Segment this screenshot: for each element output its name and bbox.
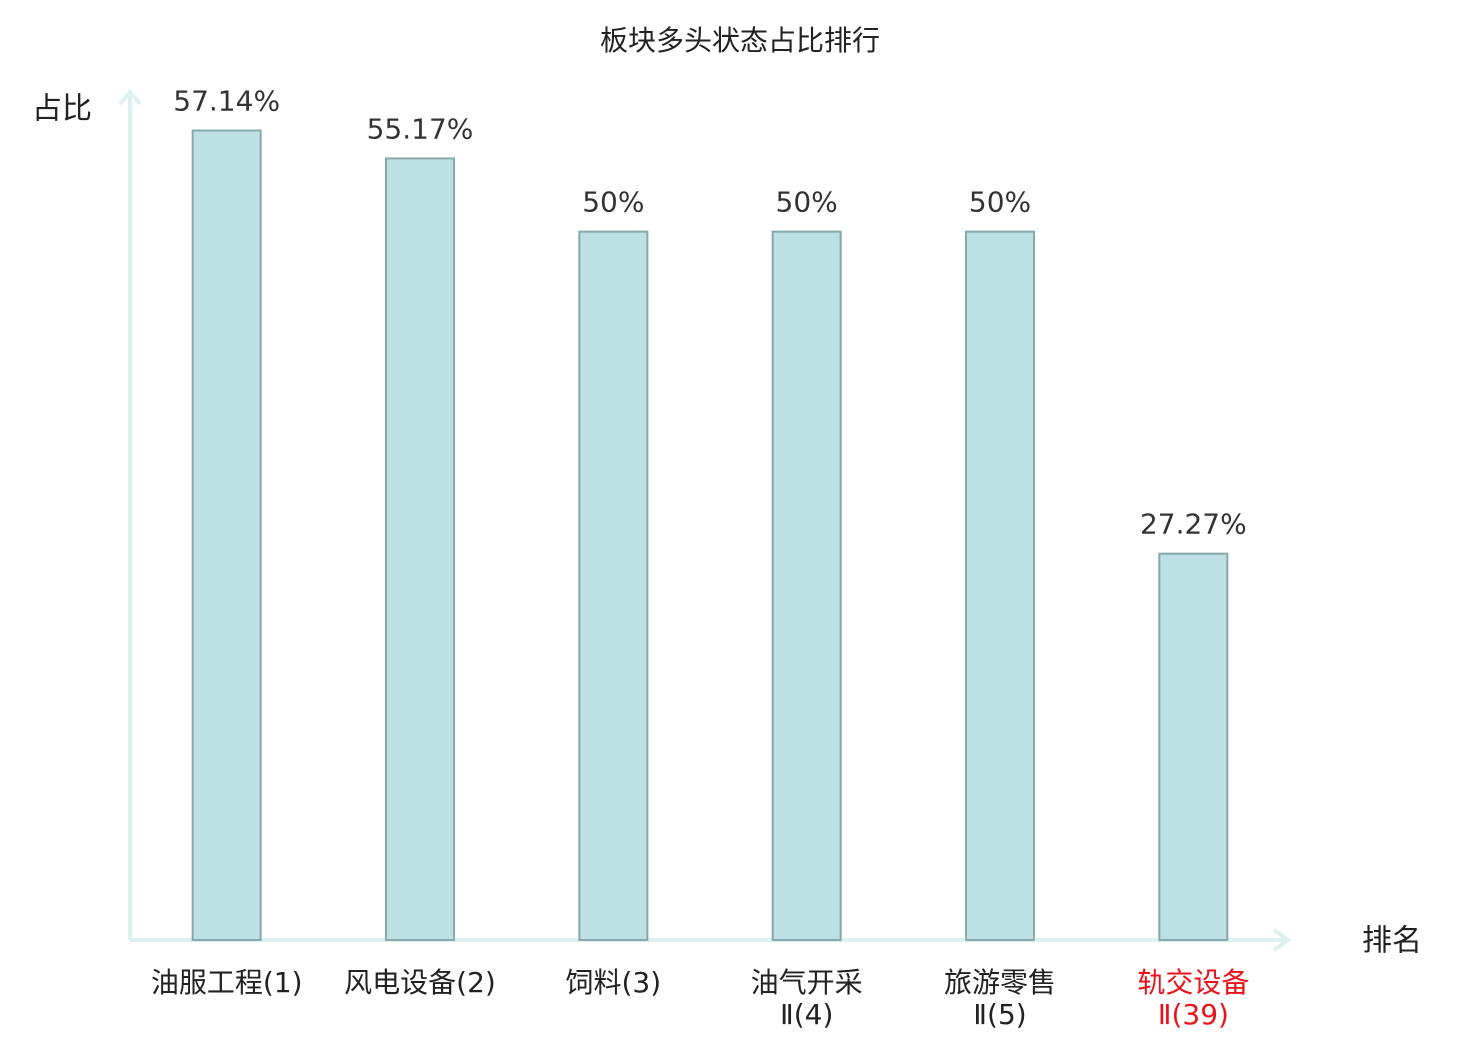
x-tick-label: 风电设备(2) — [344, 966, 496, 999]
bar — [1158, 552, 1229, 941]
x-tick-label: Ⅱ(4) — [780, 998, 833, 1031]
value-label: 50% — [776, 186, 838, 219]
bar — [385, 157, 455, 942]
bar — [578, 230, 649, 941]
x-tick-label: 油气开采 — [751, 966, 863, 999]
x-tick-label: 油服工程(1) — [151, 966, 303, 999]
x-tick-label: Ⅱ(39) — [1158, 998, 1229, 1031]
value-label: 57.14% — [173, 85, 280, 118]
x-axis-label: 排名 — [1362, 924, 1422, 959]
x-tick-label: 轨交设备 — [1137, 966, 1249, 999]
x-axis-arrow — [1272, 928, 1292, 952]
value-label: 55.17% — [367, 112, 474, 145]
bar — [965, 230, 1035, 941]
x-tick-label: 旅游零售 — [944, 966, 1056, 999]
axes — [118, 88, 1292, 952]
bar — [191, 129, 262, 941]
x-tick-label: 饲料(3) — [565, 966, 661, 999]
value-label: 50% — [969, 186, 1031, 219]
value-label: 50% — [582, 186, 644, 219]
chart-title: 板块多头状态占比排行 — [600, 24, 880, 57]
y-axis-label: 占比 — [32, 92, 92, 127]
y-axis-arrow — [118, 88, 142, 106]
value-label: 27.27% — [1140, 508, 1247, 541]
bar — [771, 230, 842, 941]
x-tick-label: Ⅱ(5) — [973, 998, 1026, 1031]
